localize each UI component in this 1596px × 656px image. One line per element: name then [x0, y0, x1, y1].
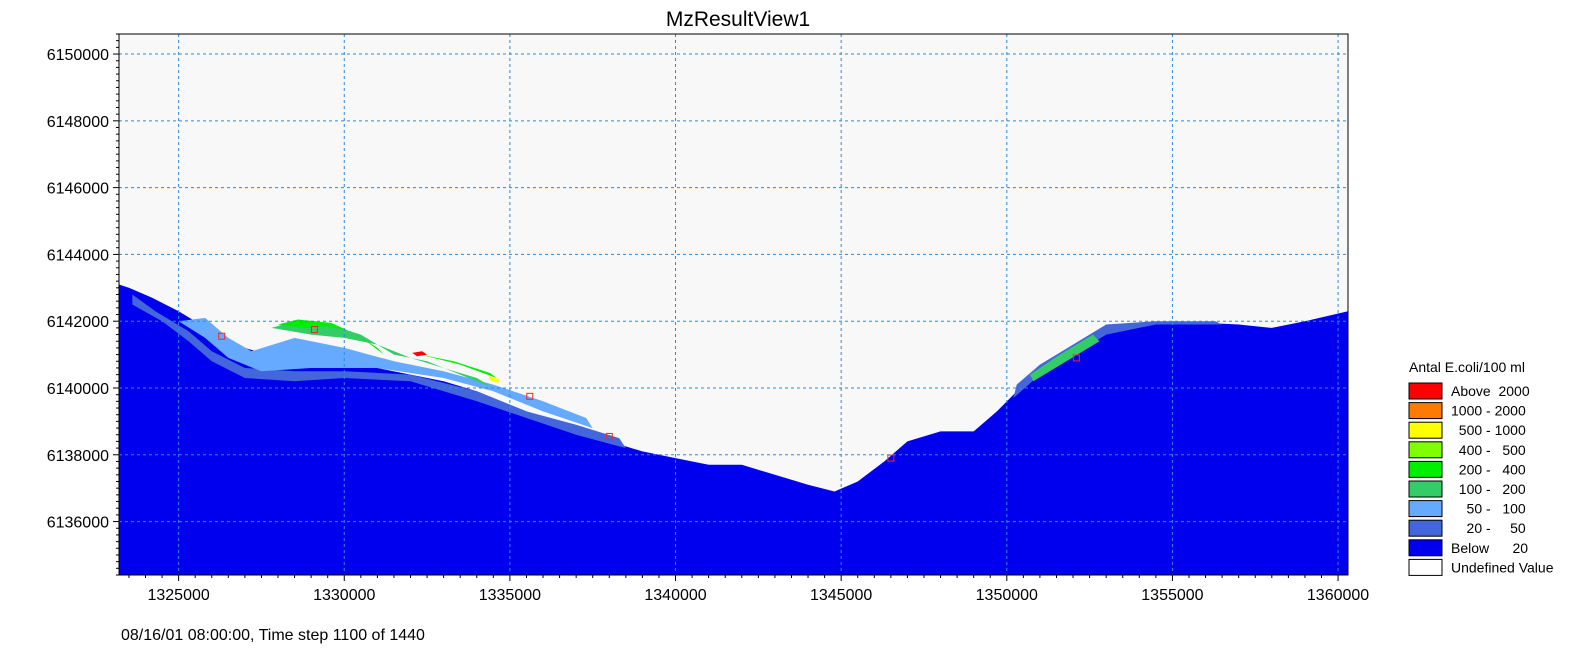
x-tick-label: 1360000 [1307, 587, 1369, 604]
legend-swatch [1408, 558, 1443, 576]
region-50-100 [178, 317, 593, 429]
plot-frame [118, 33, 1349, 576]
y-tick-label: 6142000 [47, 314, 109, 331]
legend-title: Antal E.coli/100 ml [1409, 359, 1525, 375]
region-100-200-east [1030, 334, 1100, 382]
legend-label: 50 - 100 [1451, 501, 1526, 517]
legend-swatch [1408, 480, 1443, 498]
y-tick-label: 6146000 [47, 181, 109, 198]
legend-swatch [1408, 421, 1443, 439]
legend-label: Below 20 [1451, 540, 1528, 556]
legend: Antal E.coli/100 ml Above 2000 1000 - 2000… [1408, 359, 1554, 576]
axes: 1325000 1330000 1335000 1340000 1345000 13500… [47, 33, 1369, 604]
y-tick-label: 6140000 [47, 381, 109, 398]
legend-label: 500 - 1000 [1451, 422, 1526, 438]
x-tick-label: 1355000 [1141, 587, 1203, 604]
legend-swatch [1408, 539, 1443, 557]
station-marker [310, 326, 318, 334]
x-tick-label: 1345000 [810, 587, 872, 604]
legend-label: 400 - 500 [1451, 442, 1526, 458]
region-below-20 [119, 284, 1348, 575]
y-tick-label: 6136000 [47, 515, 109, 532]
time-step-status: 08/16/01 08:00:00, Time step 1100 of 144… [121, 627, 425, 644]
legend-label: Undefined Value [1451, 559, 1554, 575]
concentration-regions [119, 284, 1348, 575]
station-marker [526, 392, 534, 400]
legend-swatch [1408, 519, 1443, 537]
y-tick-label: 6148000 [47, 114, 109, 131]
legend-swatch [1408, 402, 1443, 420]
station-marker [218, 332, 226, 340]
station-marker [605, 432, 613, 440]
y-tick-label: 6144000 [47, 247, 109, 264]
legend-label: 20 - 50 [1451, 520, 1526, 536]
y-tick-label: 6150000 [47, 47, 109, 64]
x-tick-label: 1335000 [479, 587, 541, 604]
region-500-1000 [488, 376, 500, 383]
legend-swatch [1408, 500, 1443, 518]
legend-swatch [1408, 460, 1443, 478]
y-tick-label: 6138000 [47, 448, 109, 465]
x-tick-label: 1330000 [313, 587, 375, 604]
x-tick-label: 1325000 [147, 587, 209, 604]
legend-label: 1000 - 2000 [1451, 403, 1526, 419]
region-20-50 [132, 294, 626, 449]
legend-label: 100 - 200 [1451, 481, 1526, 497]
region-100-200 [271, 321, 494, 388]
grid-lines [119, 34, 1348, 575]
legend-swatch [1408, 382, 1443, 400]
legend-swatch [1408, 441, 1443, 459]
region-above-2000 [412, 351, 428, 357]
station-marker [887, 454, 895, 462]
chart-title: MzResultView1 [666, 8, 810, 31]
station-markers [218, 326, 1080, 462]
legend-label: Above 2000 [1451, 383, 1530, 399]
x-tick-label: 1340000 [644, 587, 706, 604]
x-tick-label: 1350000 [976, 587, 1038, 604]
station-marker [1072, 354, 1080, 362]
region-200-400 [278, 319, 384, 355]
legend-label: 200 - 400 [1451, 461, 1526, 477]
